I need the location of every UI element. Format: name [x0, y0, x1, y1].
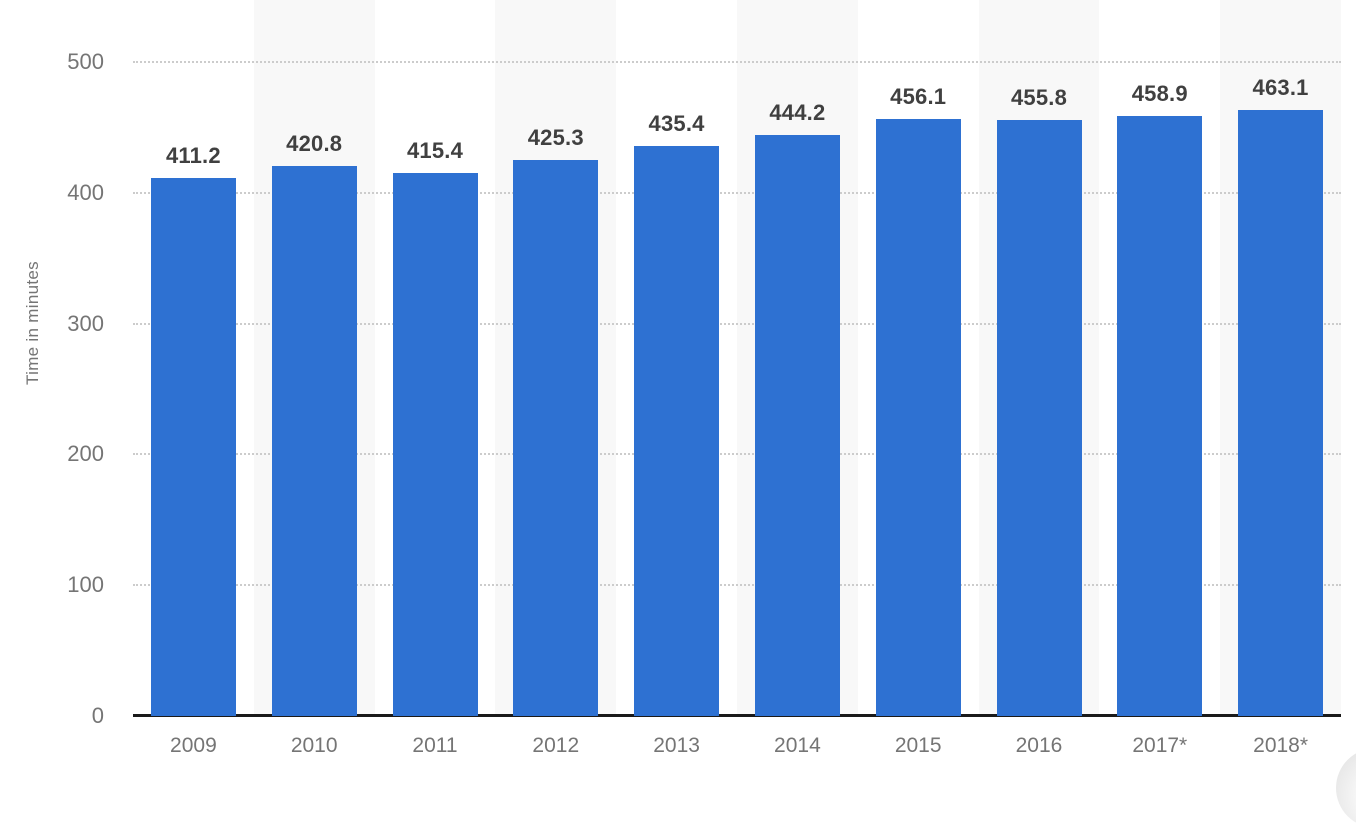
y-tick-label: 500 — [67, 49, 104, 74]
bar — [513, 159, 599, 716]
bar-value-label: 463.1 — [1252, 75, 1309, 101]
bar-value-label: 425.3 — [527, 124, 584, 150]
x-tick-label: 2010 — [290, 734, 338, 757]
bar — [271, 165, 357, 716]
bar-value-label: 456.1 — [890, 84, 947, 110]
bar — [1238, 110, 1324, 716]
bar-value-label: 455.8 — [1010, 84, 1068, 110]
bar-value-label: 435.4 — [648, 111, 705, 137]
y-tick-label: 300 — [67, 310, 104, 336]
y-tick-label: 100 — [67, 572, 104, 598]
gridline — [133, 453, 1341, 456]
bar — [875, 119, 961, 716]
x-tick-label: 2018* — [1253, 734, 1309, 757]
bar-value-label: 458.9 — [1131, 80, 1188, 106]
y-tick-label: 400 — [67, 179, 104, 205]
x-tick-label: 2012 — [532, 734, 580, 757]
x-tick-label: 2015 — [894, 734, 942, 757]
x-tick-label: 2014 — [774, 734, 821, 757]
bar — [634, 146, 720, 716]
bar — [754, 134, 840, 716]
gridline — [133, 322, 1341, 325]
gridline — [133, 584, 1341, 587]
bar — [996, 119, 1082, 716]
x-tick-label: 2013 — [653, 734, 700, 757]
gridline — [133, 191, 1341, 194]
x-tick-label: 2009 — [170, 734, 217, 757]
bar — [392, 172, 478, 716]
x-tick-label: 2011 — [412, 734, 458, 757]
corner-button-partial[interactable] — [1336, 748, 1356, 828]
bar-value-label: 415.4 — [406, 137, 464, 163]
bar-chart: Time in minutes 0 100 200 300 400 500 411.2 200… — [23, 49, 1356, 828]
bar-value-label: 420.8 — [286, 130, 343, 156]
bar — [150, 178, 236, 716]
bar-value-label: 411.2 — [165, 143, 221, 169]
x-tick-label: 2016 — [1015, 734, 1063, 757]
x-axis-line — [133, 714, 1341, 717]
gridline — [133, 61, 1341, 63]
y-tick-label: 0 — [91, 703, 104, 728]
bar — [1117, 115, 1203, 716]
bar-value-label: 444.2 — [769, 99, 826, 125]
x-tick-label: 2017* — [1132, 734, 1188, 757]
y-tick-label: 200 — [67, 441, 104, 467]
